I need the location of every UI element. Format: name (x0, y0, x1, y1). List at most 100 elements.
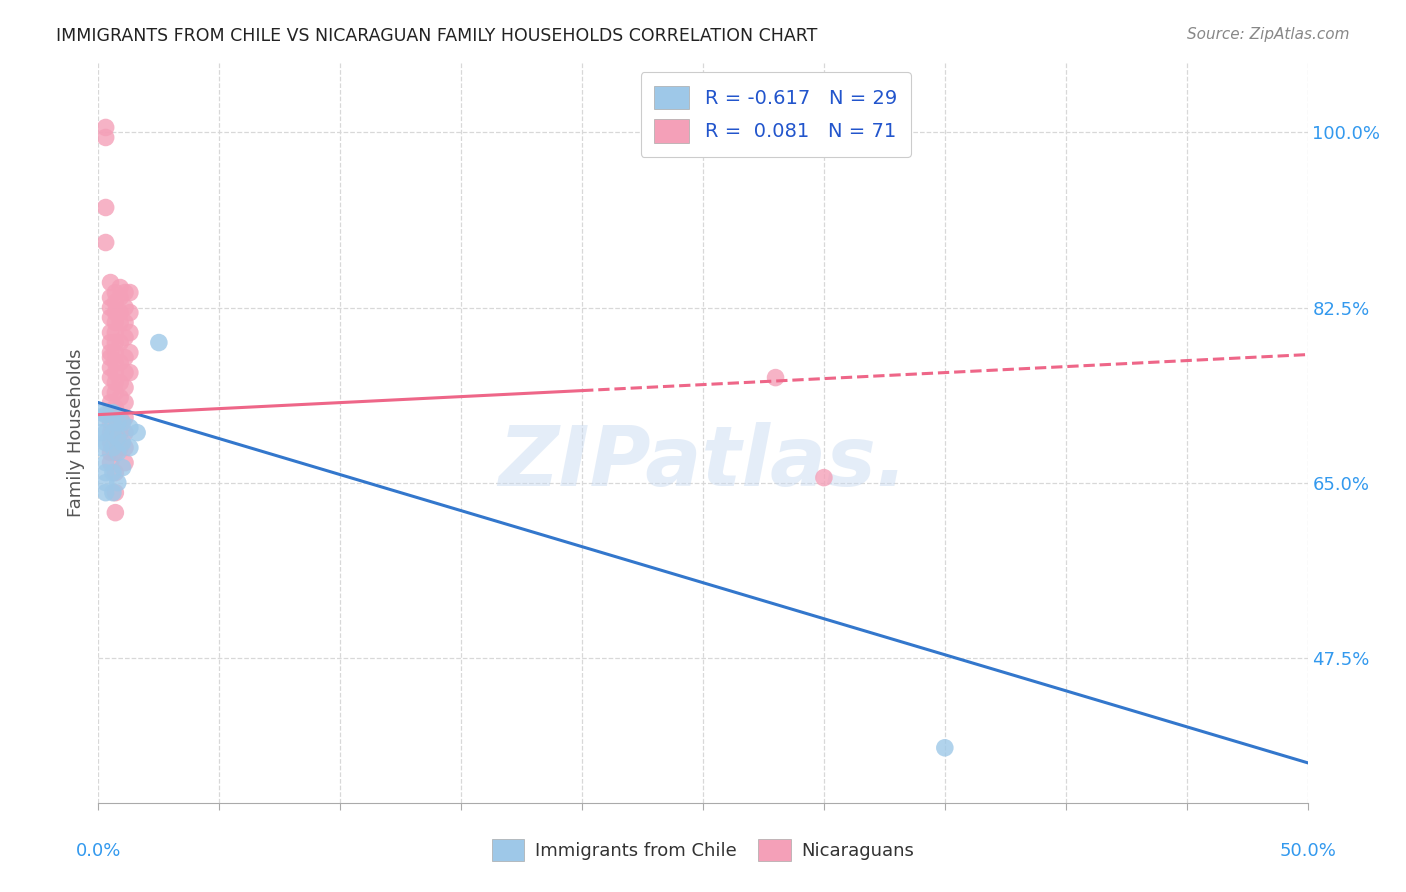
Point (104, 385, 127, 400)
Point (118, 345, 141, 359)
Point (94, 408, 117, 422)
Point (118, 305, 141, 319)
Point (104, 435, 127, 450)
Point (111, 416, 134, 430)
Point (101, 406, 124, 420)
Point (101, 485, 124, 500)
Point (94, 201, 117, 215)
Point (104, 466, 127, 480)
Point (104, 335, 127, 350)
Point (104, 345, 127, 359)
Point (813, 470, 835, 484)
Point (104, 401, 127, 415)
Point (104, 305, 127, 319)
Point (108, 291, 131, 305)
Point (100, 326, 122, 340)
Point (114, 456, 136, 470)
Legend: Immigrants from Chile, Nicaraguans: Immigrants from Chile, Nicaraguans (484, 831, 922, 868)
Point (104, 285, 127, 300)
Point (94, 435, 117, 450)
Point (94, 235, 117, 250)
Point (114, 351, 136, 365)
Point (114, 425, 136, 440)
Point (114, 285, 136, 300)
Point (104, 316, 127, 330)
Point (118, 326, 141, 340)
Point (108, 280, 131, 294)
Point (108, 391, 131, 405)
Point (90, 425, 112, 440)
Point (90, 410, 112, 425)
Text: IMMIGRANTS FROM CHILE VS NICARAGUAN FAMILY HOUSEHOLDS CORRELATION CHART: IMMIGRANTS FROM CHILE VS NICARAGUAN FAMI… (56, 27, 818, 45)
Point (114, 381, 136, 395)
Point (101, 425, 124, 440)
Point (108, 305, 131, 319)
Point (114, 301, 136, 315)
Point (100, 445, 122, 459)
Point (94, 485, 117, 500)
Point (100, 345, 122, 359)
Point (100, 360, 122, 375)
Point (108, 355, 131, 369)
Point (118, 441, 141, 455)
Point (100, 291, 122, 305)
Point (100, 385, 122, 400)
Point (114, 316, 136, 330)
Point (100, 335, 122, 350)
Text: 50.0%: 50.0% (1279, 842, 1336, 860)
Point (100, 370, 122, 384)
Point (111, 460, 134, 475)
Point (934, 740, 956, 755)
Point (114, 410, 136, 425)
Point (94, 130, 117, 145)
Point (118, 285, 141, 300)
Point (104, 326, 127, 340)
Point (118, 366, 141, 380)
Y-axis label: Family Households: Family Households (66, 349, 84, 516)
Point (765, 370, 787, 384)
Point (101, 416, 124, 430)
Point (108, 425, 131, 440)
Point (100, 425, 122, 440)
Point (111, 435, 134, 450)
Point (100, 435, 122, 450)
Point (148, 335, 170, 350)
Point (104, 376, 127, 390)
Point (100, 406, 122, 420)
Point (114, 441, 136, 455)
Point (127, 425, 149, 440)
Point (101, 466, 124, 480)
Point (108, 376, 131, 390)
Point (107, 445, 129, 459)
Point (107, 475, 129, 490)
Point (100, 351, 122, 365)
Point (100, 310, 122, 325)
Point (108, 316, 131, 330)
Point (94, 120, 117, 135)
Point (107, 431, 129, 445)
Point (100, 395, 122, 409)
Point (100, 276, 122, 290)
Point (114, 395, 136, 409)
Point (118, 420, 141, 434)
Point (104, 506, 127, 520)
Point (104, 366, 127, 380)
Point (108, 441, 131, 455)
Point (90, 441, 112, 455)
Point (100, 456, 122, 470)
Point (114, 330, 136, 344)
Point (107, 416, 129, 430)
Point (104, 295, 127, 310)
Point (90, 406, 112, 420)
Point (94, 456, 117, 470)
Point (94, 466, 117, 480)
Point (108, 410, 131, 425)
Point (104, 355, 127, 369)
Point (100, 301, 122, 315)
Text: ZIPatlas.: ZIPatlas. (498, 422, 908, 503)
Point (94, 475, 117, 490)
Point (104, 410, 127, 425)
Point (104, 445, 127, 459)
Point (114, 366, 136, 380)
Point (100, 416, 122, 430)
